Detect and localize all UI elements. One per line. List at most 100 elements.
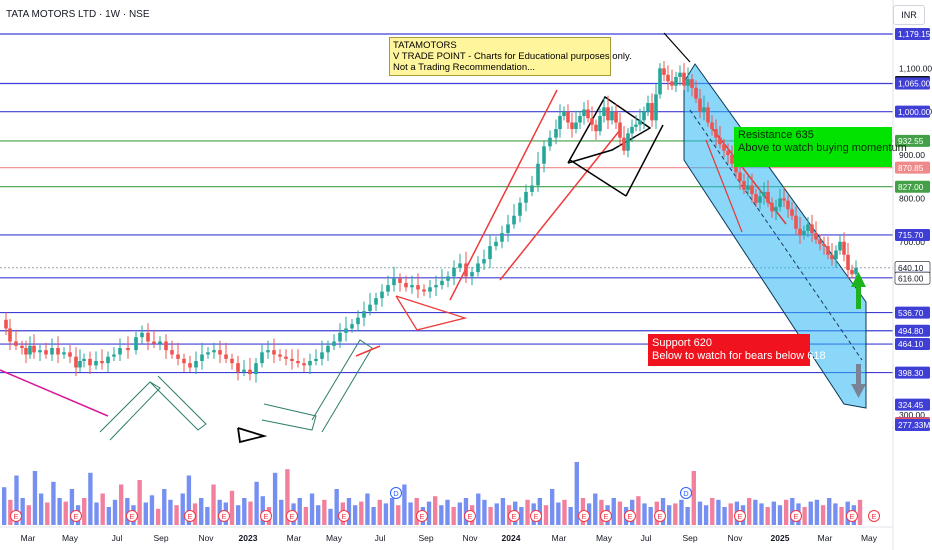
- candle-body: [78, 360, 82, 368]
- volume-bar: [118, 484, 124, 525]
- price-tick: 300.00: [899, 410, 925, 420]
- candle-body: [654, 94, 658, 121]
- volume-bar: [346, 498, 352, 525]
- candle-body: [464, 263, 468, 277]
- volume-bar: [543, 505, 549, 525]
- candle-body: [278, 354, 282, 357]
- volume-bar: [402, 484, 407, 525]
- volume-bar: [199, 498, 204, 525]
- volume-bar: [396, 505, 401, 525]
- candle-body: [242, 369, 246, 372]
- candle-body: [332, 341, 336, 346]
- marker-letter: E: [221, 512, 226, 521]
- flag-channel-green-1: [311, 339, 373, 433]
- candle-body: [500, 233, 504, 242]
- volume-bar: [439, 505, 444, 525]
- candle-body: [488, 246, 492, 260]
- volume-bar: [272, 472, 278, 525]
- candle-body: [634, 124, 638, 127]
- candle-body: [194, 360, 198, 368]
- marker-letter: E: [737, 512, 742, 521]
- marker-circle: [846, 510, 858, 522]
- candle-body: [94, 360, 98, 366]
- price-label: 494.80: [898, 326, 924, 336]
- volume-bar: [679, 499, 684, 525]
- price-label-box: [895, 398, 930, 411]
- volume-bar: [2, 487, 7, 525]
- small-triangle: [237, 427, 268, 444]
- earnings-marker-icon: E: [126, 510, 138, 522]
- marker-circle: [790, 510, 802, 522]
- price-axis[interactable]: 1,100.00 1,000.00 900.00 800.00 700.00 300.00…: [892, 0, 932, 550]
- marker-letter: E: [13, 512, 18, 521]
- candle-body: [126, 347, 130, 351]
- volume-bar: [839, 507, 844, 525]
- time-tick: May: [596, 533, 613, 543]
- time-tick: 2025: [771, 533, 790, 543]
- candle-body: [206, 352, 210, 355]
- time-axis[interactable]: Mar May Jul Sep Nov 2023 Mar May Jul Sep Nov 2024 Ma…: [21, 533, 878, 543]
- price-label: 715.70: [898, 230, 924, 240]
- volume-bar: [476, 493, 481, 525]
- inner-red-channel-lower: [705, 139, 743, 233]
- candle-body: [164, 341, 168, 351]
- price-label: 464.10: [898, 339, 924, 349]
- candle-body: [434, 285, 438, 288]
- candle-body: [670, 81, 674, 86]
- time-tick: 2024: [502, 533, 521, 543]
- volume-bar: [389, 498, 395, 525]
- candle-body: [374, 298, 378, 305]
- event-markers: E E E E E E E E D E E E E E E E E D E E E E: [10, 487, 880, 522]
- marker-letter: D: [393, 489, 399, 498]
- volume-bar: [574, 462, 579, 525]
- candle-body: [814, 233, 818, 240]
- candle-body: [610, 111, 614, 121]
- candle-body: [308, 360, 312, 366]
- price-label-box: [895, 180, 930, 193]
- candle-body: [642, 111, 646, 121]
- time-tick: Nov: [727, 533, 743, 543]
- time-tick: Mar: [287, 533, 302, 543]
- earnings-marker-icon: E: [508, 510, 520, 522]
- candle-body: [598, 116, 602, 132]
- marker-circle: [680, 487, 692, 499]
- volume-bar: [666, 505, 672, 525]
- volume-bar: [814, 499, 820, 525]
- volume-bar: [525, 499, 530, 525]
- price-label: 640.10: [898, 263, 924, 273]
- volume-bar: [279, 499, 284, 525]
- volume-bar: [833, 503, 838, 525]
- marker-letter: E: [627, 512, 632, 521]
- marker-circle: [218, 510, 230, 522]
- candle-body: [506, 224, 510, 234]
- channel-upper-extension: [663, 32, 691, 63]
- candle-body: [290, 358, 294, 361]
- candle-body: [730, 155, 734, 164]
- price-label-box: [895, 338, 930, 351]
- candle-body: [726, 150, 730, 156]
- volume-bar: [334, 489, 339, 525]
- candle-body: [722, 144, 726, 151]
- currency-selector[interactable]: INR: [893, 5, 925, 25]
- marker-letter: D: [683, 489, 689, 498]
- candle-body: [118, 347, 122, 355]
- volume-bar: [32, 471, 38, 525]
- candle-body: [134, 337, 138, 351]
- candle-body: [662, 68, 666, 75]
- candle-body: [554, 129, 558, 138]
- candle-body: [782, 198, 786, 201]
- candle-body: [854, 267, 858, 275]
- earnings-marker-icon: E: [184, 510, 196, 522]
- marker-circle: [868, 510, 880, 522]
- candle-body: [798, 228, 802, 236]
- note-line-1: TATAMOTORS: [393, 40, 457, 51]
- volume-bar: [303, 507, 309, 525]
- candle-body: [212, 350, 216, 353]
- candle-body: [272, 350, 276, 355]
- price-label-box: [895, 306, 930, 319]
- volume-bar: [593, 493, 598, 525]
- volume-bar: [57, 498, 62, 525]
- candle-body: [650, 103, 654, 121]
- marker-letter: E: [657, 512, 662, 521]
